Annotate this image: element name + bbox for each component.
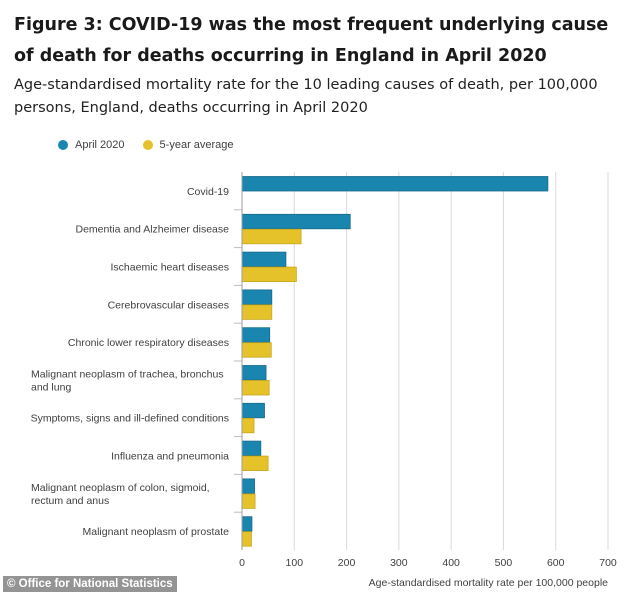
x-tick-label: 400 <box>442 557 460 569</box>
legend-swatch-april <box>58 140 68 150</box>
chart-title: Figure 3: COVID-19 was the most frequent… <box>14 15 609 66</box>
bar-5-year-average <box>241 228 302 245</box>
category-label: Chronic lower respiratory diseases <box>68 337 229 349</box>
bar-april-2020 <box>241 213 351 230</box>
x-tick-label: 100 <box>286 557 304 569</box>
category-label: Influenza and pneumonia <box>111 451 229 463</box>
x-tick-label: 600 <box>547 557 565 569</box>
bar-5-year-average <box>241 493 256 509</box>
x-tick-label: 700 <box>599 557 617 569</box>
category-label: Malignant neoplasm of trachea, bronchus <box>31 368 224 380</box>
bar-april-2020 <box>241 176 549 192</box>
x-tick-label: 300 <box>390 557 408 569</box>
bar-april-2020 <box>241 365 267 381</box>
category-label: rectum and anus <box>31 495 109 507</box>
legend-item-april[interactable]: April 2020 <box>58 139 125 151</box>
category-label: Malignant neoplasm of colon, sigmoid, <box>31 482 210 494</box>
x-tick-label: 200 <box>338 557 356 569</box>
bar-april-2020 <box>241 478 255 494</box>
category-label: Malignant neoplasm of prostate <box>82 526 229 538</box>
bar-april-2020 <box>241 327 271 343</box>
x-tick-label: 500 <box>495 557 513 569</box>
bar-5-year-average <box>241 531 252 547</box>
category-label: Covid-19 <box>187 186 229 198</box>
bar-april-2020 <box>241 516 253 532</box>
category-label: Symptoms, signs and ill-defined conditio… <box>31 413 229 425</box>
category-label: Dementia and Alzheimer disease <box>75 224 229 236</box>
bar-5-year-average <box>241 417 255 434</box>
category-label: and lung <box>31 381 71 393</box>
bar-5-year-average <box>241 266 297 283</box>
bar-april-2020 <box>241 251 287 268</box>
legend-item-average[interactable]: 5-year average <box>142 139 234 151</box>
category-label: Cerebrovascular diseases <box>108 299 229 311</box>
bar-april-2020 <box>241 289 273 305</box>
category-label: Ischaemic heart diseases <box>111 262 229 274</box>
legend-label-april: April 2020 <box>75 139 125 151</box>
chart-legend: April 2020 5-year average <box>58 136 252 154</box>
bar-april-2020 <box>241 440 262 457</box>
x-axis-label: Age-standardised mortality rate per 100,… <box>369 577 608 589</box>
chart-subtitle: Age-standardised mortality rate for the … <box>14 77 598 116</box>
bar-april-2020 <box>241 402 265 419</box>
x-tick-label: 0 <box>239 557 245 569</box>
legend-label-average: 5-year average <box>159 139 234 151</box>
bar-5-year-average <box>241 342 272 358</box>
bar-5-year-average <box>241 455 269 472</box>
bar-5-year-average <box>241 380 270 396</box>
bar-5-year-average <box>241 304 273 320</box>
legend-swatch-average <box>142 140 153 150</box>
source-credit: © Office for National Statistics <box>3 576 177 592</box>
